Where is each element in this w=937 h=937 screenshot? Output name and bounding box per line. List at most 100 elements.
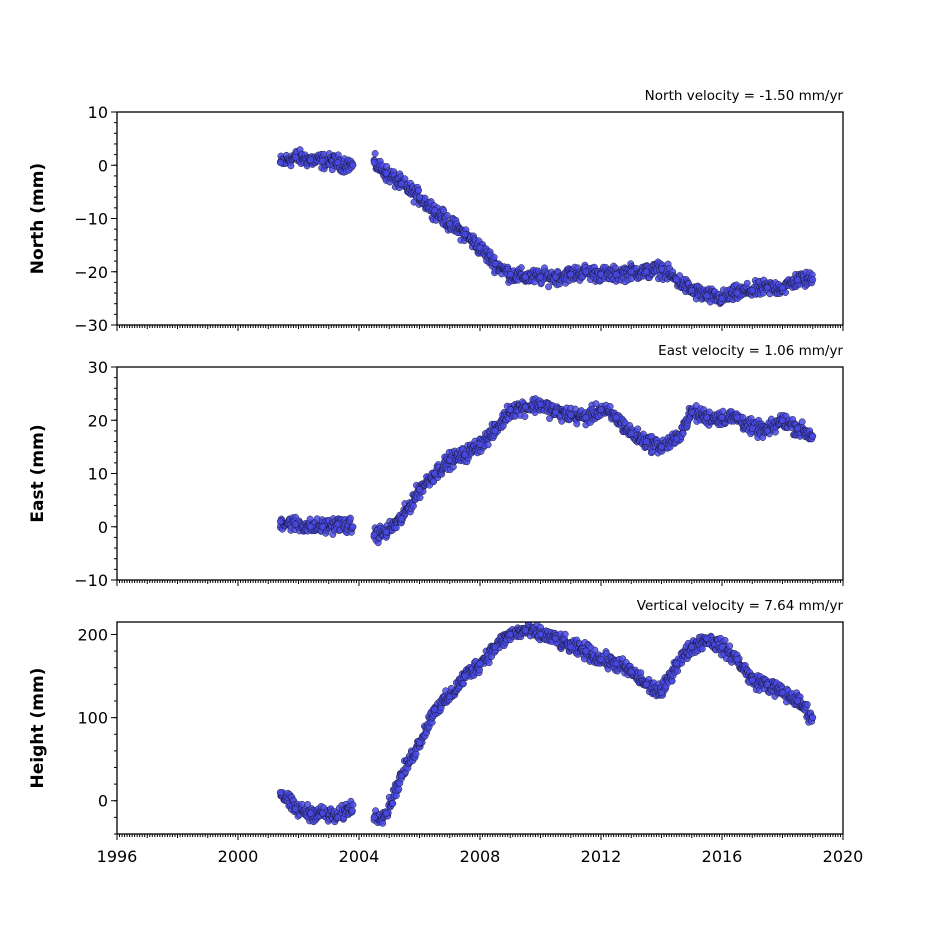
data-point (416, 193, 423, 201)
data-point (612, 270, 620, 278)
data-point (612, 414, 620, 422)
data-point (370, 531, 378, 539)
data-point (537, 631, 544, 638)
data-point (506, 270, 514, 278)
data-point (798, 418, 806, 426)
y-tick-label: 10 (88, 103, 108, 122)
data-point (334, 520, 342, 528)
data-point (779, 416, 786, 424)
data-point (476, 440, 484, 448)
data-point (673, 660, 681, 668)
y-tick-label: 200 (77, 625, 108, 644)
y-tick-label: 30 (88, 358, 108, 377)
data-point (794, 424, 802, 432)
data-point (779, 284, 786, 292)
data-point (491, 427, 499, 435)
y-tick-label: 0 (98, 156, 108, 175)
data-point (276, 788, 284, 796)
data-point (397, 515, 405, 523)
data-point (382, 528, 390, 536)
data-point (627, 268, 635, 276)
data-point (597, 655, 605, 663)
velocity-label: Vertical velocity = 7.64 mm/yr (637, 598, 844, 614)
y-tick-label: 0 (98, 792, 108, 811)
data-point (412, 750, 420, 758)
data-point (748, 676, 756, 684)
y-tick-label: 20 (88, 411, 108, 430)
velocity-label: East velocity = 1.06 mm/yr (658, 343, 843, 359)
data-point (627, 430, 635, 438)
y-tick-label: −30 (74, 316, 108, 335)
y-tick-label: −10 (74, 210, 108, 229)
y-axis-label: Height (mm) (28, 668, 48, 789)
data-point (679, 429, 687, 437)
data-point (718, 643, 726, 651)
data-point (491, 643, 499, 651)
data-point (688, 643, 696, 651)
data-point (658, 443, 665, 451)
data-point (748, 424, 756, 432)
data-point (606, 403, 614, 410)
data-points (276, 146, 817, 307)
x-tick-label: 2008 (460, 847, 501, 866)
data-point (379, 819, 387, 827)
data-point (552, 635, 560, 643)
data-point (431, 470, 439, 477)
data-point (395, 785, 403, 793)
data-point (461, 231, 469, 238)
panel-1: 10 0 −10 −20 −30 North velocity = -1.50 mm/yr… (28, 88, 844, 335)
data-point (276, 517, 284, 525)
data-point (443, 211, 451, 219)
data-point (521, 413, 529, 420)
data-point (431, 705, 439, 713)
data-point (389, 800, 397, 807)
data-point (382, 169, 390, 177)
data-point (703, 292, 711, 300)
x-tick-label: 1996 (97, 847, 138, 866)
data-point (476, 660, 484, 668)
x-tick-label: 2004 (339, 847, 380, 866)
y-tick-label: −20 (74, 263, 108, 282)
data-point (334, 813, 342, 821)
data-point (371, 150, 379, 157)
data-point (567, 270, 575, 278)
data-point (658, 265, 665, 273)
data-point (703, 635, 711, 643)
data-point (416, 494, 424, 502)
data-point (292, 520, 299, 528)
data-point (446, 220, 454, 228)
data-point (476, 244, 484, 252)
panel-3: 200 100 0 1996 2000 2004 2008 2012 2016 2020 Verti… (28, 598, 863, 866)
data-point (370, 159, 378, 167)
data-point (307, 809, 315, 817)
data-point (794, 697, 802, 705)
data-point (517, 264, 525, 272)
data-point (416, 486, 423, 493)
data-point (292, 153, 299, 161)
data-point (484, 441, 492, 449)
data-point (703, 414, 711, 422)
data-point (521, 626, 529, 634)
data-point (552, 408, 560, 416)
data-point (537, 400, 544, 408)
data-point (726, 642, 734, 650)
axes-frame (116, 366, 844, 581)
data-point (763, 427, 771, 435)
data-point (446, 693, 454, 701)
y-tick-label: 100 (77, 709, 108, 728)
data-point (718, 414, 726, 422)
data-point (627, 668, 635, 676)
y-tick-label: −10 (74, 571, 108, 590)
data-point (561, 630, 569, 638)
y-tick-label: 0 (98, 518, 108, 537)
data-point (733, 655, 741, 663)
data-points (276, 622, 817, 827)
data-point (287, 162, 295, 170)
data-point (809, 714, 817, 722)
data-point (567, 411, 575, 419)
data-point (698, 645, 706, 653)
data-point (743, 279, 751, 287)
data-point (721, 636, 729, 644)
data-point (415, 186, 422, 194)
